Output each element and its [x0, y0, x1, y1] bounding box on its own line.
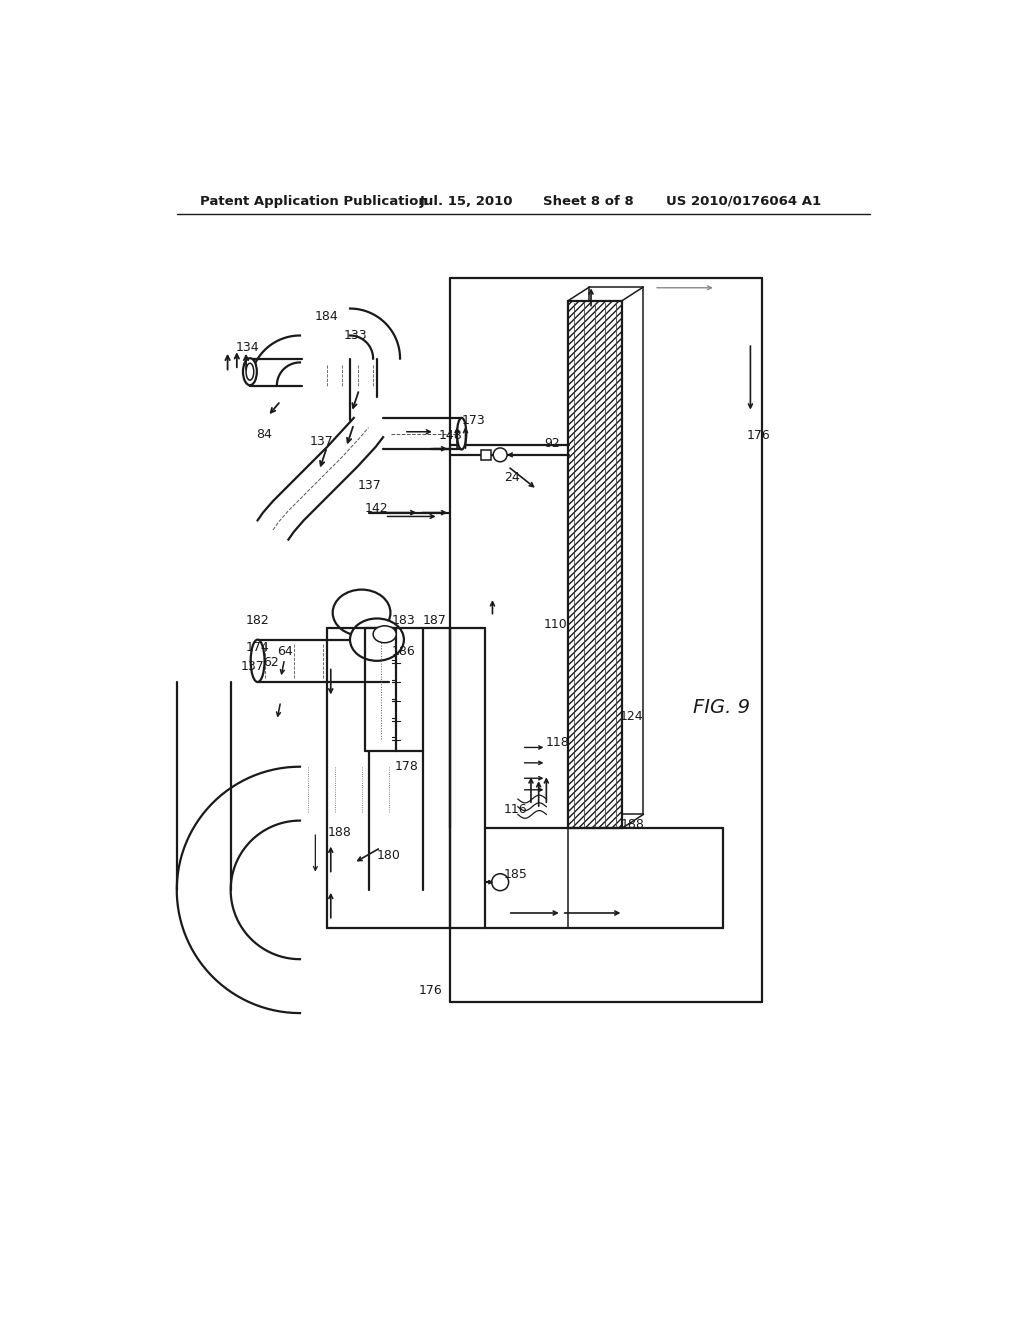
Ellipse shape — [457, 418, 466, 450]
Ellipse shape — [251, 640, 264, 682]
Text: 186: 186 — [392, 644, 416, 657]
Bar — [568, 301, 622, 829]
Text: 183: 183 — [392, 614, 416, 627]
Ellipse shape — [350, 619, 403, 661]
Text: 62: 62 — [263, 656, 279, 669]
Text: 134: 134 — [236, 341, 259, 354]
Text: 187: 187 — [423, 614, 446, 627]
Circle shape — [494, 447, 507, 462]
Bar — [481, 450, 490, 461]
Text: Jul. 15, 2010: Jul. 15, 2010 — [419, 194, 513, 207]
Ellipse shape — [243, 358, 257, 385]
Circle shape — [492, 874, 509, 891]
Text: 182: 182 — [246, 614, 269, 627]
Text: 24: 24 — [504, 471, 519, 484]
Text: 84: 84 — [256, 428, 271, 441]
Ellipse shape — [246, 363, 254, 380]
Text: 178: 178 — [394, 760, 418, 774]
Text: Patent Application Publication: Patent Application Publication — [200, 194, 428, 207]
Bar — [568, 301, 622, 829]
Text: 137: 137 — [357, 479, 381, 492]
Text: Sheet 8 of 8: Sheet 8 of 8 — [543, 194, 633, 207]
Text: 142: 142 — [366, 502, 389, 515]
Text: 188: 188 — [621, 818, 644, 832]
Text: 124: 124 — [620, 710, 643, 723]
Text: 148: 148 — [438, 429, 462, 442]
Text: 137: 137 — [309, 436, 334, 449]
Text: 176: 176 — [746, 429, 770, 442]
Text: 92: 92 — [545, 437, 560, 450]
Ellipse shape — [333, 590, 390, 636]
Text: FIG. 9: FIG. 9 — [692, 698, 750, 717]
Text: 185: 185 — [504, 869, 527, 880]
Text: 137: 137 — [241, 660, 264, 673]
Text: 176: 176 — [419, 983, 442, 997]
Text: 118: 118 — [546, 735, 569, 748]
Ellipse shape — [373, 626, 396, 643]
Text: 133: 133 — [344, 329, 368, 342]
Text: US 2010/0176064 A1: US 2010/0176064 A1 — [666, 194, 821, 207]
Text: 64: 64 — [276, 644, 293, 657]
Text: 188: 188 — [328, 825, 352, 838]
Text: 110: 110 — [544, 618, 567, 631]
Text: 173: 173 — [462, 413, 485, 426]
Text: 116: 116 — [504, 803, 527, 816]
Text: 174: 174 — [246, 640, 269, 653]
Text: 184: 184 — [315, 310, 339, 323]
Text: 180: 180 — [377, 849, 400, 862]
